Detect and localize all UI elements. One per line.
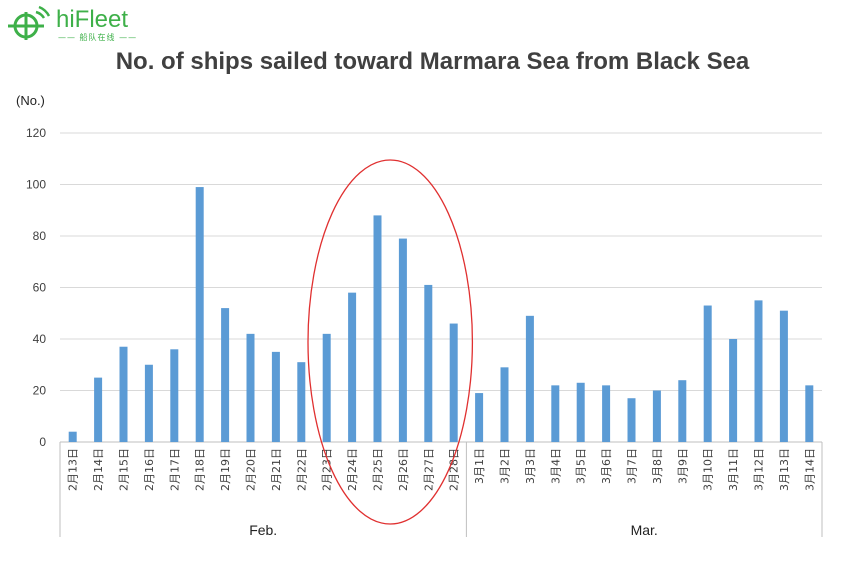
x-tick-label: 2月28日	[448, 448, 461, 491]
bar	[805, 385, 814, 442]
bar	[703, 305, 712, 442]
bar	[94, 377, 103, 442]
x-tick-label: 3月11日	[727, 448, 740, 491]
x-group-label: Mar.	[631, 522, 658, 538]
x-tick-label: 2月26日	[397, 448, 410, 491]
x-tick-label: 2月16日	[143, 448, 156, 491]
x-tick-label: 3月8日	[651, 448, 664, 484]
bar	[170, 349, 179, 442]
x-tick-label: 3月3日	[524, 448, 537, 484]
bar	[195, 187, 204, 442]
x-tick-label: 3月14日	[803, 448, 816, 491]
bar	[297, 362, 306, 442]
bar	[348, 292, 357, 442]
bar	[652, 390, 661, 442]
x-tick-label: 3月10日	[702, 448, 715, 491]
bar	[246, 333, 255, 442]
x-tick-label: 2月14日	[92, 448, 105, 491]
bar	[398, 238, 407, 442]
bar	[271, 351, 280, 442]
bar	[602, 385, 611, 442]
x-tick-label: 2月17日	[168, 448, 181, 491]
x-tick-label: 2月23日	[321, 448, 334, 491]
bar	[627, 398, 636, 442]
x-tick-label: 2月27日	[422, 448, 435, 491]
brand-tagline: —— 船队在线 ——	[58, 33, 138, 42]
y-tick-label: 0	[39, 435, 46, 449]
chart-title: No. of ships sailed toward Marmara Sea f…	[115, 48, 750, 75]
x-group-label: Feb.	[249, 522, 277, 538]
x-tick-label: 3月13日	[778, 448, 791, 491]
bar	[119, 346, 128, 442]
brand-name: hiFleet	[56, 6, 129, 33]
bar	[729, 339, 738, 442]
bar	[221, 308, 230, 442]
hifleet-logo: hiFleet —— 船队在线 ——	[6, 4, 146, 44]
bar	[373, 215, 382, 442]
bar	[576, 382, 585, 442]
x-tick-label: 2月19日	[219, 448, 232, 491]
y-tick-label: 120	[26, 126, 46, 140]
y-tick-label: 100	[26, 178, 46, 192]
x-tick-label: 2月22日	[295, 448, 308, 491]
bar	[322, 333, 331, 442]
bar	[449, 323, 458, 442]
hifleet-logo-icon	[8, 5, 51, 40]
x-tick-label: 3月5日	[575, 448, 588, 484]
x-tick-label: 3月6日	[600, 448, 613, 484]
x-tick-label: 2月21日	[270, 448, 283, 491]
y-tick-label: 60	[33, 281, 47, 295]
x-tick-label: 2月18日	[194, 448, 207, 491]
bar	[525, 315, 534, 442]
bar	[779, 310, 788, 442]
y-tick-label: 40	[33, 332, 47, 346]
x-tick-label: 3月7日	[626, 448, 639, 484]
bar	[754, 300, 763, 442]
x-tick-label: 2月25日	[372, 448, 385, 491]
bar	[500, 367, 509, 442]
x-tick-label: 3月12日	[753, 448, 766, 491]
y-axis-unit-label: (No.)	[16, 93, 45, 108]
bar	[424, 284, 433, 442]
y-tick-label: 20	[33, 384, 47, 398]
x-tick-label: 3月1日	[473, 448, 486, 484]
bar	[144, 364, 153, 442]
x-tick-label: 3月2日	[499, 448, 512, 484]
y-tick-label: 80	[33, 229, 47, 243]
x-tick-label: 3月4日	[549, 448, 562, 484]
x-tick-label: 2月13日	[67, 448, 80, 491]
highlight-ellipse	[307, 159, 474, 525]
x-tick-label: 2月15日	[118, 448, 131, 491]
x-tick-label: 3月9日	[676, 448, 689, 484]
bar	[475, 393, 484, 442]
x-tick-label: 2月24日	[346, 448, 359, 491]
bar	[678, 380, 687, 442]
bar	[68, 431, 77, 442]
x-tick-label: 2月20日	[245, 448, 258, 491]
bar	[551, 385, 560, 442]
